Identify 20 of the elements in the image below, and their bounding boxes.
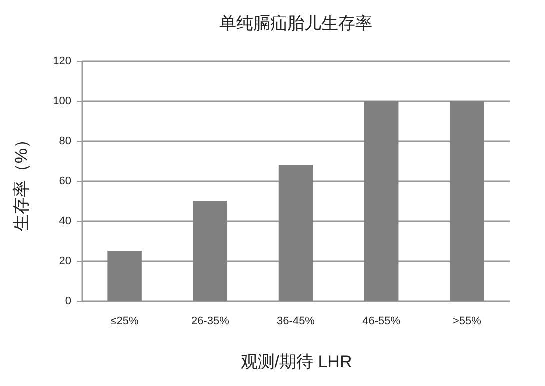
y-tick-label: 100 [53, 96, 72, 108]
x-tick-label: 46-55% [362, 316, 401, 328]
bar [193, 201, 228, 301]
y-tick-label: 80 [59, 136, 72, 148]
x-tick-label: ≤25% [110, 316, 140, 328]
x-axis-title: 观测/期待 LHR [240, 352, 352, 372]
chart-title: 单纯膈疝胎儿生存率 [220, 14, 372, 33]
y-tick-label: 0 [65, 296, 72, 308]
bar [278, 165, 314, 301]
y-tick-label: 60 [59, 176, 72, 188]
bar [364, 101, 399, 301]
y-tick-label: 120 [53, 56, 72, 68]
y-axis-title: 生存率（%） [12, 131, 32, 232]
x-tick-label: >55% [452, 316, 482, 328]
y-tick-label: 40 [59, 216, 72, 228]
y-tick-label: 20 [59, 256, 72, 268]
x-tick-label: 36-45% [277, 316, 316, 328]
bar [108, 251, 142, 301]
bar [450, 101, 484, 301]
x-tick-label: 26-35% [191, 316, 230, 328]
